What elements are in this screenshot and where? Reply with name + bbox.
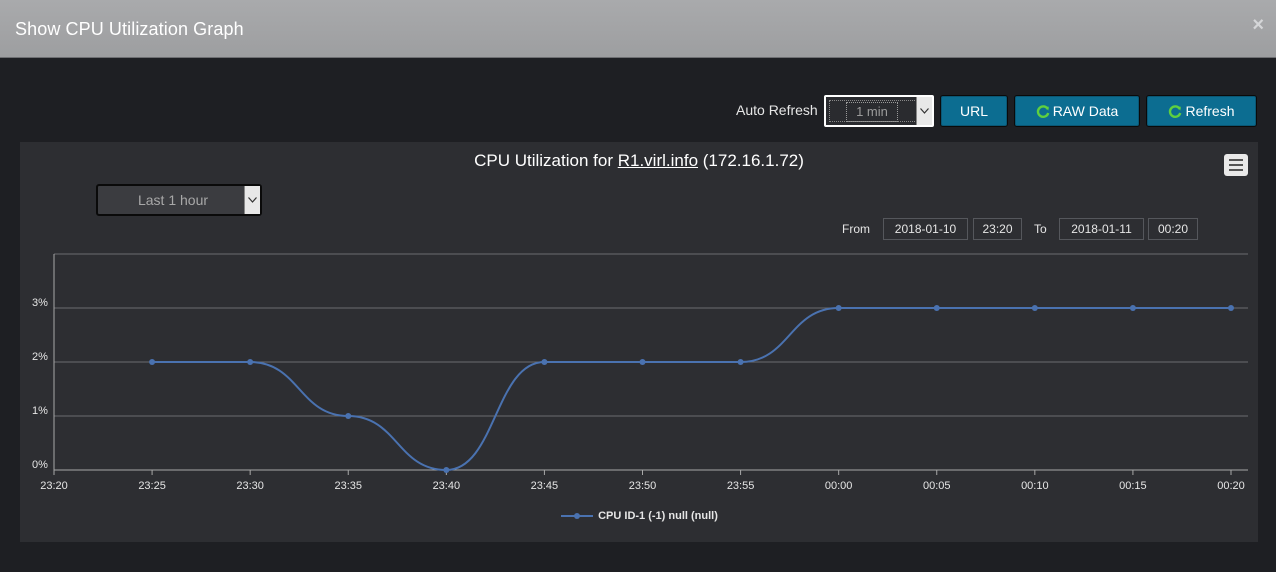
data-point bbox=[345, 413, 352, 419]
auto-refresh-value: 1 min bbox=[846, 102, 898, 122]
chart-title: CPU Utilization for R1.virl.info (172.16… bbox=[20, 151, 1258, 171]
x-tick-label: 00:00 bbox=[825, 480, 853, 492]
x-tick-label: 23:40 bbox=[433, 480, 461, 492]
data-point bbox=[247, 359, 254, 365]
y-tick-label: 0% bbox=[32, 459, 48, 471]
raw-data-button[interactable]: RAW Data bbox=[1014, 95, 1140, 127]
legend-series-marker bbox=[561, 513, 594, 519]
range-preset-select[interactable]: Last 1 hour bbox=[96, 184, 262, 216]
host-link[interactable]: R1.virl.info bbox=[617, 151, 699, 170]
x-tick-label: 23:35 bbox=[334, 480, 362, 492]
data-point bbox=[639, 359, 646, 365]
x-tick-label: 00:15 bbox=[1119, 480, 1147, 492]
x-tick-label: 23:20 bbox=[40, 480, 68, 492]
chart-title-suffix: (172.16.1.72) bbox=[698, 151, 804, 170]
modal-title: Show CPU Utilization Graph bbox=[15, 19, 244, 39]
url-button[interactable]: URL bbox=[940, 95, 1008, 127]
data-point bbox=[541, 359, 548, 365]
hamburger-icon bbox=[1229, 159, 1243, 161]
series-line bbox=[152, 307, 1231, 472]
to-label: To bbox=[1034, 222, 1047, 236]
range-preset-value: Last 1 hour bbox=[137, 192, 209, 208]
cpu-line-chart: 0% 1% 2% 3% 23:20 23:25 23:30 23:35 23:40 23:45 23… bbox=[32, 253, 1248, 492]
data-point bbox=[149, 359, 156, 365]
x-tick-label: 23:55 bbox=[727, 480, 755, 492]
chart-legend[interactable]: CPU ID-1 (-1) null (null) bbox=[20, 510, 1258, 522]
refresh-button[interactable]: Refresh bbox=[1146, 95, 1257, 127]
chart-panel: CPU Utilization for R1.virl.info (172.16… bbox=[20, 142, 1258, 542]
x-tick-label: 23:45 bbox=[531, 480, 559, 492]
refresh-icon bbox=[1036, 99, 1050, 129]
data-point bbox=[1129, 305, 1136, 311]
y-tick-label: 1% bbox=[32, 405, 48, 417]
chevron-down-icon bbox=[244, 186, 260, 214]
x-tick-label: 23:50 bbox=[629, 480, 657, 492]
x-tick-label: 00:10 bbox=[1021, 480, 1049, 492]
from-date-input[interactable]: 2018-01-10 bbox=[883, 218, 968, 240]
to-date-input[interactable]: 2018-01-11 bbox=[1059, 218, 1144, 240]
x-tick-label: 00:05 bbox=[923, 480, 951, 492]
auto-refresh-select[interactable]: 1 min bbox=[824, 95, 934, 127]
x-tick-label: 23:25 bbox=[138, 480, 166, 492]
refresh-button-label: Refresh bbox=[1185, 103, 1235, 119]
modal-header: Show CPU Utilization Graph × bbox=[0, 0, 1276, 58]
data-point bbox=[1031, 305, 1038, 311]
data-point bbox=[1228, 305, 1234, 311]
x-tick-label: 00:20 bbox=[1217, 480, 1245, 492]
from-time-input[interactable]: 23:20 bbox=[973, 218, 1022, 240]
legend-series-name: CPU ID-1 (-1) null (null) bbox=[598, 510, 718, 522]
data-point bbox=[933, 305, 940, 311]
refresh-icon bbox=[1168, 99, 1182, 129]
chart-title-prefix: CPU Utilization for bbox=[474, 151, 618, 170]
data-point bbox=[737, 359, 744, 365]
x-tick-label: 23:30 bbox=[236, 480, 264, 492]
auto-refresh-label: Auto Refresh bbox=[736, 102, 818, 118]
y-tick-label: 2% bbox=[32, 351, 48, 363]
data-point bbox=[835, 305, 842, 311]
to-time-input[interactable]: 00:20 bbox=[1148, 218, 1198, 240]
chevron-down-icon bbox=[916, 97, 932, 125]
url-button-label: URL bbox=[959, 103, 988, 119]
chart-menu-button[interactable] bbox=[1224, 154, 1248, 176]
close-icon[interactable]: × bbox=[1252, 14, 1264, 36]
y-tick-label: 3% bbox=[32, 297, 48, 309]
from-label: From bbox=[842, 222, 870, 236]
data-point bbox=[443, 467, 450, 473]
raw-data-button-label: RAW Data bbox=[1052, 103, 1119, 119]
